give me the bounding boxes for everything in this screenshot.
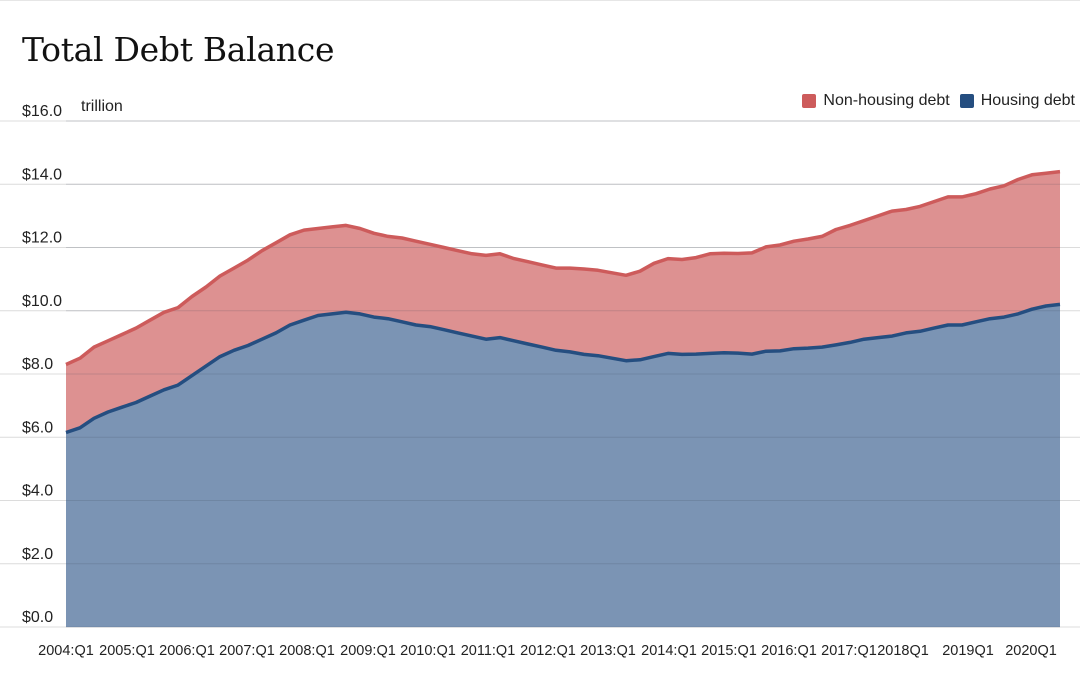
area-non-housing-debt: [66, 171, 1060, 433]
line-non-housing-debt: [65, 169, 1061, 367]
legend-label-non-housing: Non-housing debt: [823, 92, 950, 109]
line-housing-debt: [65, 302, 1061, 435]
x-tick-label: 2020Q1: [1005, 643, 1057, 659]
area-housing-debt: [66, 304, 1060, 627]
x-axis-ticks: 2004:Q1 2005:Q1 2006:Q1 2007:Q1 2008:Q1 2009:…: [38, 643, 1057, 659]
x-tick-label: 2007:Q1: [219, 643, 275, 659]
x-tick-label: 2015:Q1: [701, 643, 757, 659]
x-tick-label: 2016:Q1: [761, 643, 817, 659]
y-tick-label: $14.0: [22, 166, 62, 183]
y-tick-label: $0.0: [22, 609, 53, 626]
legend-item-non-housing: Non-housing debt: [802, 92, 950, 110]
x-tick-label: 2012:Q1: [520, 643, 576, 659]
y-tick-label: $6.0: [22, 419, 53, 436]
x-tick-label: 2005:Q1: [99, 643, 155, 659]
x-tick-label: 2013:Q1: [580, 643, 636, 659]
x-tick-label: 2004:Q1: [38, 643, 94, 659]
x-tick-label: 2018Q1: [877, 643, 929, 659]
legend-swatch-housing: [959, 94, 974, 108]
line-series: [65, 120, 1061, 628]
legend-label-housing: Housing debt: [980, 92, 1075, 109]
y-tick-label: $12.0: [22, 230, 62, 247]
y-tick-label: $16.0: [22, 103, 62, 120]
x-tick-label: 2008:Q1: [279, 643, 335, 659]
y-tick-label: $8.0: [22, 356, 53, 373]
legend-swatch-non-housing: [802, 94, 817, 108]
chart-title: Total Debt Balance: [22, 30, 335, 69]
y-tick-label: $2.0: [22, 546, 53, 563]
legend-item-housing: Housing debt: [959, 92, 1075, 110]
x-tick-label: 2006:Q1: [159, 643, 215, 659]
y-tick-label: $10.0: [22, 293, 62, 310]
top-divider: [0, 0, 1080, 1]
x-tick-label: 2019Q1: [942, 643, 994, 659]
x-tick-label: 2014:Q1: [641, 643, 697, 659]
legend: Non-housing debt Housing debt: [802, 92, 1075, 110]
x-tick-label: 2010:Q1: [400, 643, 456, 659]
area-series: [66, 171, 1060, 627]
x-tick-label: 2011:Q1: [461, 643, 516, 659]
y-axis-unit-label: trillion: [81, 98, 123, 115]
y-axis-ticks: $0.0 $2.0 $4.0 $6.0 $8.0 $10.0 $12.0 $14.0 $16.0: [22, 103, 62, 626]
y-tick-label: $4.0: [22, 483, 53, 500]
x-tick-label: 2009:Q1: [340, 643, 396, 659]
x-tick-label: 2017:Q1: [821, 643, 877, 659]
